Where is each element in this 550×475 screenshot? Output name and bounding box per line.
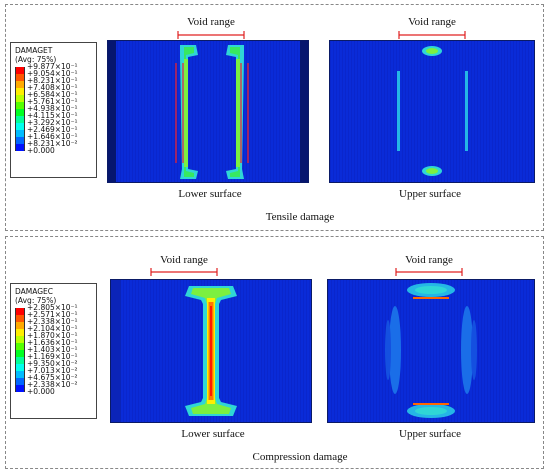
legend-swatch xyxy=(15,343,25,350)
legend-value: +9.877×10⁻¹ xyxy=(27,62,78,71)
legend-value: +7.013×10⁻² xyxy=(27,366,78,375)
legend-value: +0.000 xyxy=(27,387,55,396)
compression-lower-caption: Lower surface xyxy=(181,428,245,440)
legend-value: +4.938×10⁻¹ xyxy=(27,104,78,113)
legend-swatch xyxy=(15,137,25,144)
legend-value: +5.761×10⁻¹ xyxy=(27,97,78,106)
void-range-label: Void range xyxy=(187,16,235,28)
legend-swatch xyxy=(15,308,25,315)
legend-value: +2.469×10⁻¹ xyxy=(27,125,78,134)
void-range-bracket xyxy=(395,268,463,276)
legend-value: +2.805×10⁻¹ xyxy=(27,303,78,312)
legend-value: +2.338×10⁻¹ xyxy=(27,317,78,326)
legend-value: +8.231×10⁻² xyxy=(27,139,78,148)
legend-title: DAMAGEC (Avg: 75%) xyxy=(15,287,57,305)
legend-value: +4.675×10⁻² xyxy=(27,373,78,382)
legend-value: +1.636×10⁻¹ xyxy=(27,338,78,347)
legend-swatch xyxy=(15,357,25,364)
legend-value: +2.104×10⁻¹ xyxy=(27,324,78,333)
void-range-bracket xyxy=(177,31,245,39)
legend-swatch xyxy=(15,102,25,109)
void-range-label: Void range xyxy=(408,16,456,28)
legend-value: +4.115×10⁻¹ xyxy=(27,111,78,120)
legend-swatch xyxy=(15,385,25,392)
legend-swatch xyxy=(15,336,25,343)
legend-title: DAMAGET (Avg: 75%) xyxy=(15,46,57,64)
compression-damage-panel xyxy=(5,236,544,469)
legend-swatch xyxy=(15,67,25,74)
tensile-legend: DAMAGET (Avg: 75%) +9.877×10⁻¹ +9.054×10… xyxy=(10,42,97,178)
legend-value: +1.403×10⁻¹ xyxy=(27,345,78,354)
legend-value: +1.169×10⁻¹ xyxy=(27,352,78,361)
legend-swatch xyxy=(15,95,25,102)
legend-swatch xyxy=(15,109,25,116)
legend-swatch xyxy=(15,364,25,371)
void-range-bracket xyxy=(398,31,466,39)
legend-value: +2.571×10⁻¹ xyxy=(27,310,78,319)
legend-swatch xyxy=(15,315,25,322)
legend-value: +0.000 xyxy=(27,146,55,155)
legend-swatch xyxy=(15,371,25,378)
legend-value: +1.870×10⁻¹ xyxy=(27,331,78,340)
compression-panel-title: Compression damage xyxy=(252,451,348,463)
legend-swatch xyxy=(15,81,25,88)
legend-value: +7.408×10⁻¹ xyxy=(27,83,78,92)
legend-swatch xyxy=(15,329,25,336)
compression-upper-caption: Upper surface xyxy=(399,428,461,440)
legend-value: +3.292×10⁻¹ xyxy=(27,118,78,127)
legend-swatch xyxy=(15,130,25,137)
legend-swatch xyxy=(15,322,25,329)
tensile-upper-surface-contour xyxy=(329,40,535,183)
void-range-bracket xyxy=(150,268,218,276)
void-range-label: Void range xyxy=(405,254,453,266)
legend-value: +1.646×10⁻¹ xyxy=(27,132,78,141)
compression-legend: DAMAGEC (Avg: 75%) +2.805×10⁻¹ +2.571×10… xyxy=(10,283,97,419)
tensile-panel-title: Tensile damage xyxy=(265,211,335,223)
tensile-damage-panel xyxy=(5,4,544,231)
legend-swatch xyxy=(15,378,25,385)
compression-lower-surface-contour xyxy=(110,279,312,423)
tensile-upper-caption: Upper surface xyxy=(399,188,461,200)
void-range-label: Void range xyxy=(160,254,208,266)
legend-value: +6.584×10⁻¹ xyxy=(27,90,78,99)
tensile-lower-caption: Lower surface xyxy=(178,188,242,200)
legend-color-bar xyxy=(15,67,25,151)
tensile-lower-surface-contour xyxy=(107,40,309,183)
legend-swatch xyxy=(15,350,25,357)
legend-value: +9.350×10⁻² xyxy=(27,359,78,368)
compression-upper-surface-contour xyxy=(327,279,535,423)
legend-value: +9.054×10⁻¹ xyxy=(27,69,78,78)
legend-color-bar xyxy=(15,308,25,392)
legend-swatch xyxy=(15,116,25,123)
legend-value: +2.338×10⁻² xyxy=(27,380,78,389)
legend-swatch xyxy=(15,74,25,81)
legend-swatch xyxy=(15,88,25,95)
legend-swatch xyxy=(15,123,25,130)
legend-swatch xyxy=(15,144,25,151)
legend-value: +8.231×10⁻¹ xyxy=(27,76,78,85)
